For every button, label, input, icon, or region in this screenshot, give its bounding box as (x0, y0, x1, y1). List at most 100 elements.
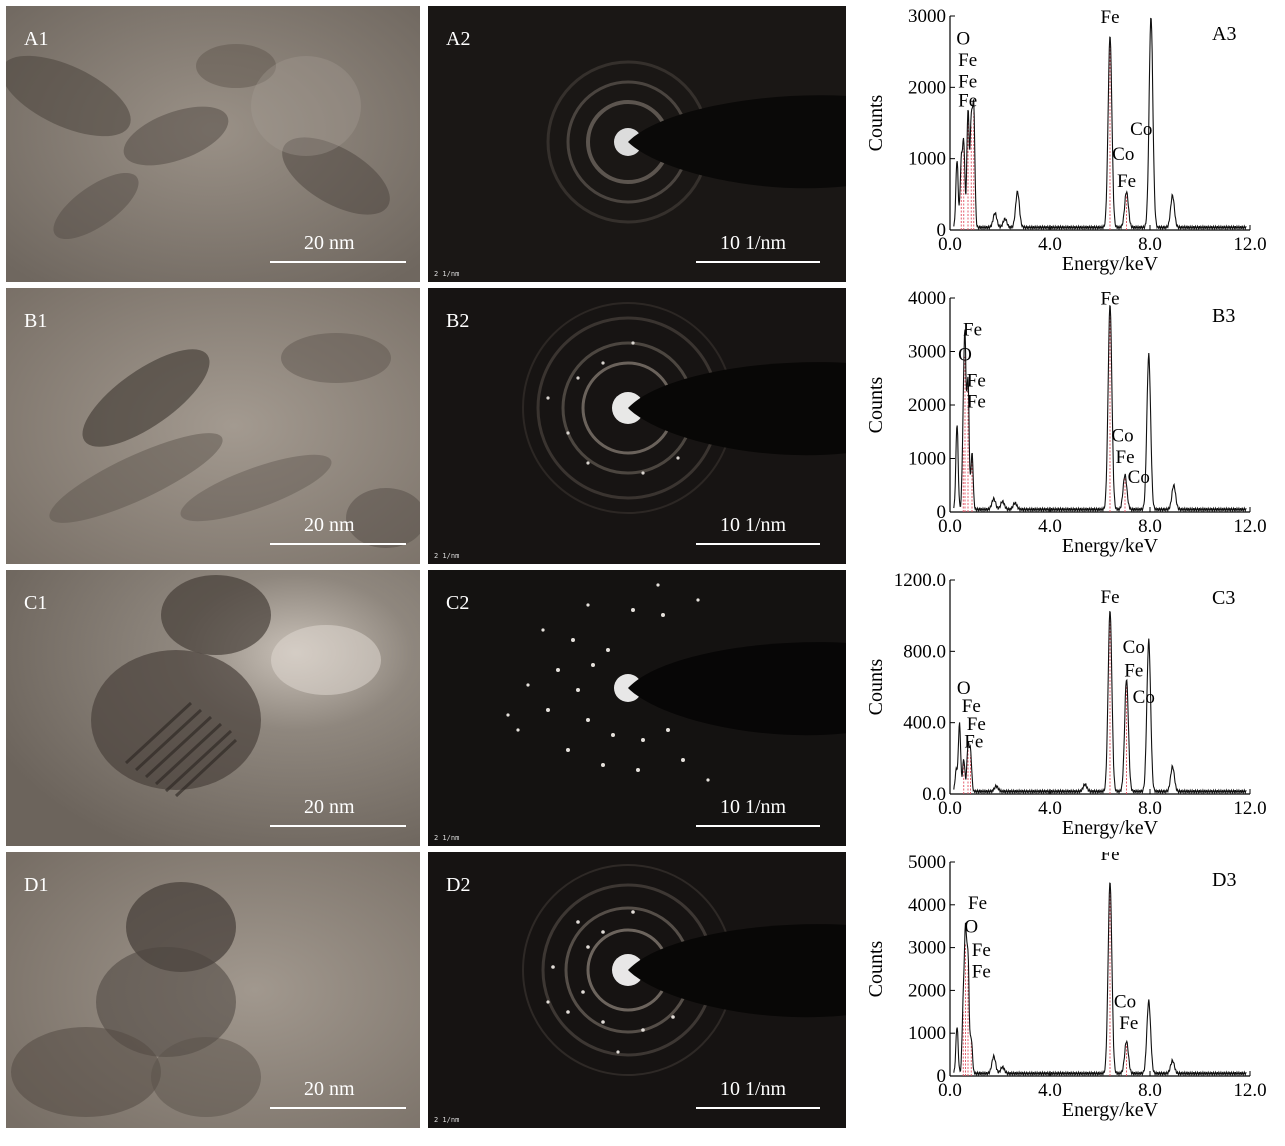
y-tick-label: 2000 (908, 77, 946, 98)
panel-label: C1 (24, 592, 48, 614)
element-label: Fe (1124, 660, 1143, 681)
scale-bar (696, 1107, 820, 1109)
element-label: O (957, 678, 971, 699)
scale-bar-label: 20 nm (304, 796, 355, 818)
eds-chart: 0 1000 2000 3000 0.0 4.0 8.0 12.0 Energy/keV Coun… (865, 6, 1267, 275)
scale-bar-label: 10 1/nm (720, 514, 787, 536)
scale-bar (696, 543, 820, 545)
row-d: D1 20 nm D2 10 1/nm (0, 852, 1285, 1128)
element-label: Co (1114, 992, 1136, 1013)
element-label: Co (1128, 467, 1150, 488)
element-label: Fe (1101, 852, 1120, 865)
element-label: Co (1112, 144, 1134, 165)
element-label: Co (1123, 637, 1145, 658)
saed-pattern-c2: C2 10 1/nm 2 1/nm (428, 570, 846, 846)
eds-chart: 0.0 400.0 800.0 1200.0 0.0 4.0 8.0 12.0 Energy/k… (865, 570, 1267, 839)
eds-spectrum-a3: 0 1000 2000 3000 0.0 4.0 8.0 12.0 Energy/keV Coun… (852, 6, 1282, 294)
y-tick-label: 400.0 (903, 713, 946, 734)
x-tick-label: 0.0 (938, 234, 962, 255)
diffraction-image (428, 288, 846, 564)
saed-pattern-a2: A2 10 1/nm 2 1/nm (428, 6, 846, 282)
element-label: Fe (968, 893, 987, 914)
panel-label: D3 (1212, 869, 1236, 891)
element-label: Fe (1101, 288, 1120, 309)
eds-chart: 0 1000 2000 3000 4000 5000 0.0 4.0 8.0 12.0 Energy… (865, 852, 1267, 1121)
x-tick-label: 12.0 (1233, 516, 1266, 537)
panel-label: A2 (446, 28, 471, 50)
x-axis-label: Energy/keV (1062, 1099, 1159, 1121)
scale-bar-label: 10 1/nm (720, 1078, 787, 1100)
row-c: C1 20 nm C2 10 1/n (0, 570, 1285, 846)
y-tick-label: 0 (937, 502, 947, 523)
y-tick-label: 3000 (908, 6, 946, 27)
y-tick-label: 1200.0 (894, 570, 946, 591)
y-tick-label: 2000 (908, 980, 946, 1001)
x-tick-label: 12.0 (1233, 234, 1266, 255)
scale-bar-label: 20 nm (304, 232, 355, 254)
scale-bar (696, 261, 820, 263)
tem-image (6, 852, 420, 1128)
y-tick-label: 1000 (908, 149, 946, 170)
element-label: Fe (967, 370, 986, 391)
scale-bar (270, 543, 406, 545)
x-tick-label: 0.0 (938, 516, 962, 537)
spectrum-line (953, 882, 1247, 1077)
x-tick-label: 8.0 (1138, 798, 1162, 819)
diffraction-image (428, 852, 846, 1128)
y-tick-label: 0 (937, 220, 947, 241)
micro-scale-tag: 2 1/nm (434, 834, 460, 842)
panel-label: A1 (24, 28, 49, 50)
tem-micrograph-d1: D1 20 nm (6, 852, 420, 1128)
micro-scale-tag: 2 1/nm (434, 270, 460, 278)
diffraction-image (428, 570, 846, 846)
y-tick-label: 800.0 (903, 641, 946, 662)
panel-label: C2 (446, 592, 470, 614)
panel-label: A3 (1212, 23, 1236, 45)
saed-pattern-d2: D2 10 1/nm 2 1/nm (428, 852, 846, 1128)
element-label: O (958, 345, 972, 366)
y-tick-label: 4000 (908, 288, 946, 309)
x-tick-label: 0.0 (938, 1080, 962, 1101)
diffraction-image (428, 6, 846, 282)
panel-label: B2 (446, 310, 470, 332)
x-axis-label: Energy/keV (1062, 535, 1159, 557)
x-tick-label: 12.0 (1233, 798, 1266, 819)
element-label: Fe (958, 71, 977, 92)
element-label: Fe (1101, 7, 1120, 28)
spectrum-line (953, 610, 1247, 795)
panel-label: B1 (24, 310, 48, 332)
element-label: Fe (972, 940, 991, 961)
y-tick-label: 4000 (908, 895, 946, 916)
y-axis-label: Counts (865, 940, 887, 997)
y-axis-label: Counts (865, 94, 887, 151)
element-label: Co (1133, 687, 1155, 708)
eds-chart: 0 1000 2000 3000 4000 0.0 4.0 8.0 12.0 Energy/keV… (865, 288, 1267, 557)
x-tick-label: 4.0 (1038, 234, 1062, 255)
element-label: Fe (1116, 447, 1135, 468)
element-label: O (956, 29, 970, 50)
x-tick-label: 4.0 (1038, 516, 1062, 537)
panel-label: B3 (1212, 305, 1235, 327)
row-a: A1 20 nm A2 10 1/nm 2 1/nm 0 1000 2000 3000… (0, 6, 1285, 282)
spectrum-line (953, 17, 1247, 231)
element-label: Fe (958, 91, 977, 112)
row-b: B1 20 nm B2 10 1/nm 2 1/ (0, 288, 1285, 564)
element-label: O (964, 917, 978, 938)
element-label: Fe (958, 50, 977, 71)
tem-image (6, 288, 420, 564)
y-tick-label: 3000 (908, 342, 946, 363)
element-label: Co (1130, 119, 1152, 140)
tem-micrograph-c1: C1 20 nm (6, 570, 420, 846)
element-label: Fe (967, 392, 986, 413)
y-tick-label: 0 (937, 1066, 947, 1087)
x-axis-label: Energy/keV (1062, 817, 1159, 839)
element-label: Fe (1101, 587, 1120, 608)
element-label: Fe (972, 962, 991, 983)
y-axis-label: Counts (865, 658, 887, 715)
scale-bar-label: 20 nm (304, 1078, 355, 1100)
element-label: Fe (967, 714, 986, 735)
eds-spectrum-b3: 0 1000 2000 3000 4000 0.0 4.0 8.0 12.0 Energy/keV… (852, 288, 1282, 576)
y-tick-label: 1000 (908, 1023, 946, 1044)
micro-scale-tag: 2 1/nm (434, 1116, 460, 1124)
y-tick-label: 2000 (908, 395, 946, 416)
